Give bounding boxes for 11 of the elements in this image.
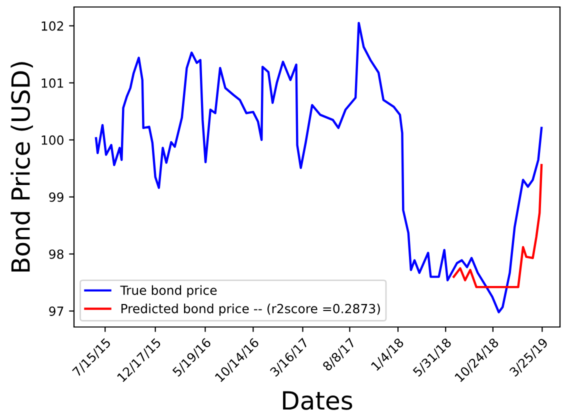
- x-axis-title: Dates: [283, 391, 352, 410]
- legend-label: Predicted bond price -- (r2score =0.2873): [121, 304, 380, 316]
- y-tick-label: 100: [42, 135, 64, 145]
- y-tick-label: 98: [49, 249, 64, 259]
- y-tick-label: 101: [42, 78, 64, 88]
- line-series: [452, 164, 543, 288]
- y-tick-label: 99: [49, 192, 64, 202]
- y-tick-label: 102: [42, 21, 64, 31]
- y-tick-label: 97: [49, 306, 64, 316]
- y-axis-title: Bond Price (USD): [10, 62, 33, 272]
- legend-label: True bond price: [120, 285, 217, 298]
